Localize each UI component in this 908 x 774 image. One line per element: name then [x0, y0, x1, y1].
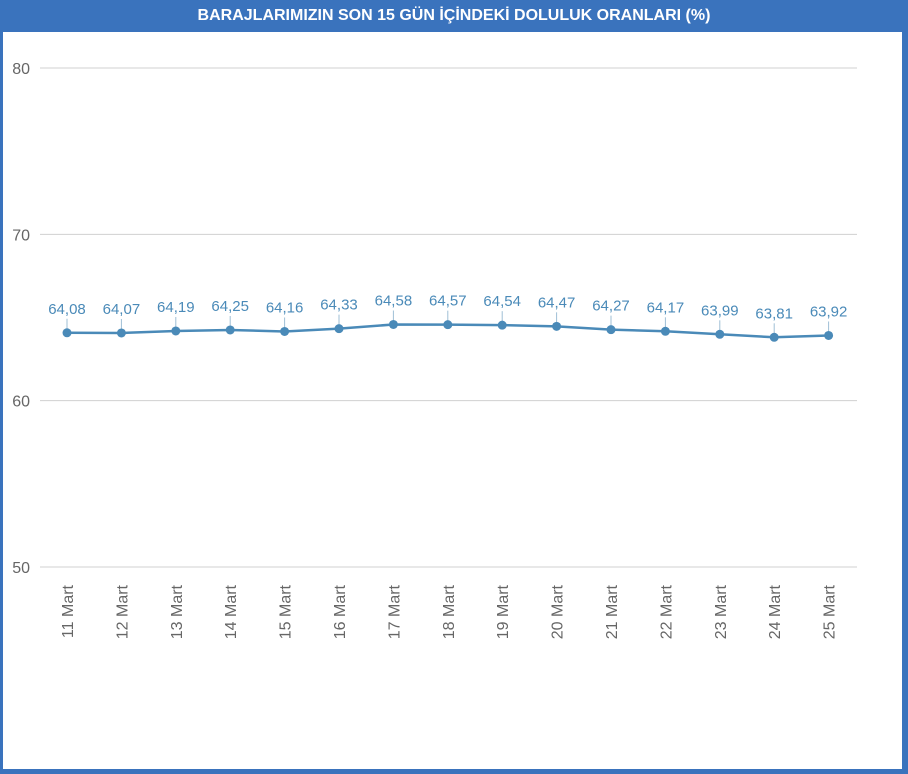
data-label: 64,27 — [592, 298, 630, 315]
data-point — [660, 326, 670, 336]
data-label: 64,54 — [483, 293, 521, 310]
chart-title: BARAJLARIMIZIN SON 15 GÜN İÇİNDEKİ DOLUL… — [197, 7, 711, 24]
x-tick-label: 15 Mart — [278, 584, 295, 639]
data-label: 63,92 — [810, 303, 848, 320]
x-tick-label: 17 Mart — [386, 584, 403, 639]
data-point — [334, 324, 344, 334]
data-point — [388, 319, 398, 329]
x-tick-label: 18 Mart — [441, 584, 458, 639]
data-label: 63,99 — [701, 302, 739, 319]
x-tick-label: 19 Mart — [495, 584, 512, 639]
x-tick-label: 12 Mart — [114, 584, 131, 639]
data-label: 64,17 — [647, 299, 685, 316]
x-tick-label: 16 Mart — [332, 584, 349, 639]
y-tick-label: 70 — [12, 227, 30, 244]
data-point — [443, 320, 453, 330]
y-tick-label: 60 — [12, 394, 30, 411]
data-point — [824, 330, 834, 340]
x-tick-label: 22 Mart — [658, 584, 675, 639]
data-label: 64,33 — [320, 297, 358, 314]
data-label: 64,57 — [429, 293, 467, 310]
data-label: 64,16 — [266, 299, 304, 316]
data-label: 64,08 — [48, 301, 86, 318]
data-point — [497, 320, 507, 330]
x-tick-label: 11 Mart — [60, 584, 77, 638]
x-tick-label: 23 Mart — [713, 584, 730, 639]
x-tick-label: 21 Mart — [604, 584, 621, 639]
line-chart: 50 60 70 80 64,08 11 Mart 64,07 12 Mart 64,19 13 … — [12, 61, 857, 639]
data-point — [606, 325, 616, 335]
data-label: 64,07 — [103, 301, 141, 318]
data-point — [715, 329, 725, 339]
data-point — [171, 326, 181, 336]
y-tick-label: 50 — [12, 560, 30, 577]
data-point — [769, 332, 779, 342]
x-tick-label: 13 Mart — [169, 584, 186, 639]
data-label: 63,81 — [755, 305, 793, 322]
x-tick-label: 14 Mart — [223, 584, 240, 639]
data-point — [280, 326, 290, 336]
y-tick-label: 80 — [12, 61, 30, 78]
plot-area: 50 60 70 80 64,08 11 Mart 64,07 12 Mart 64,19 13 … — [3, 32, 902, 769]
data-point — [116, 328, 126, 338]
data-label: 64,19 — [157, 299, 195, 316]
data-point — [552, 321, 562, 331]
data-label: 64,47 — [538, 294, 576, 311]
data-point — [62, 328, 72, 338]
data-label: 64,58 — [375, 292, 413, 309]
data-point — [225, 325, 235, 335]
x-tick-label: 20 Mart — [550, 584, 567, 639]
x-tick-label: 24 Mart — [767, 584, 784, 639]
x-tick-label: 25 Mart — [822, 584, 839, 639]
data-label: 64,25 — [211, 298, 249, 315]
